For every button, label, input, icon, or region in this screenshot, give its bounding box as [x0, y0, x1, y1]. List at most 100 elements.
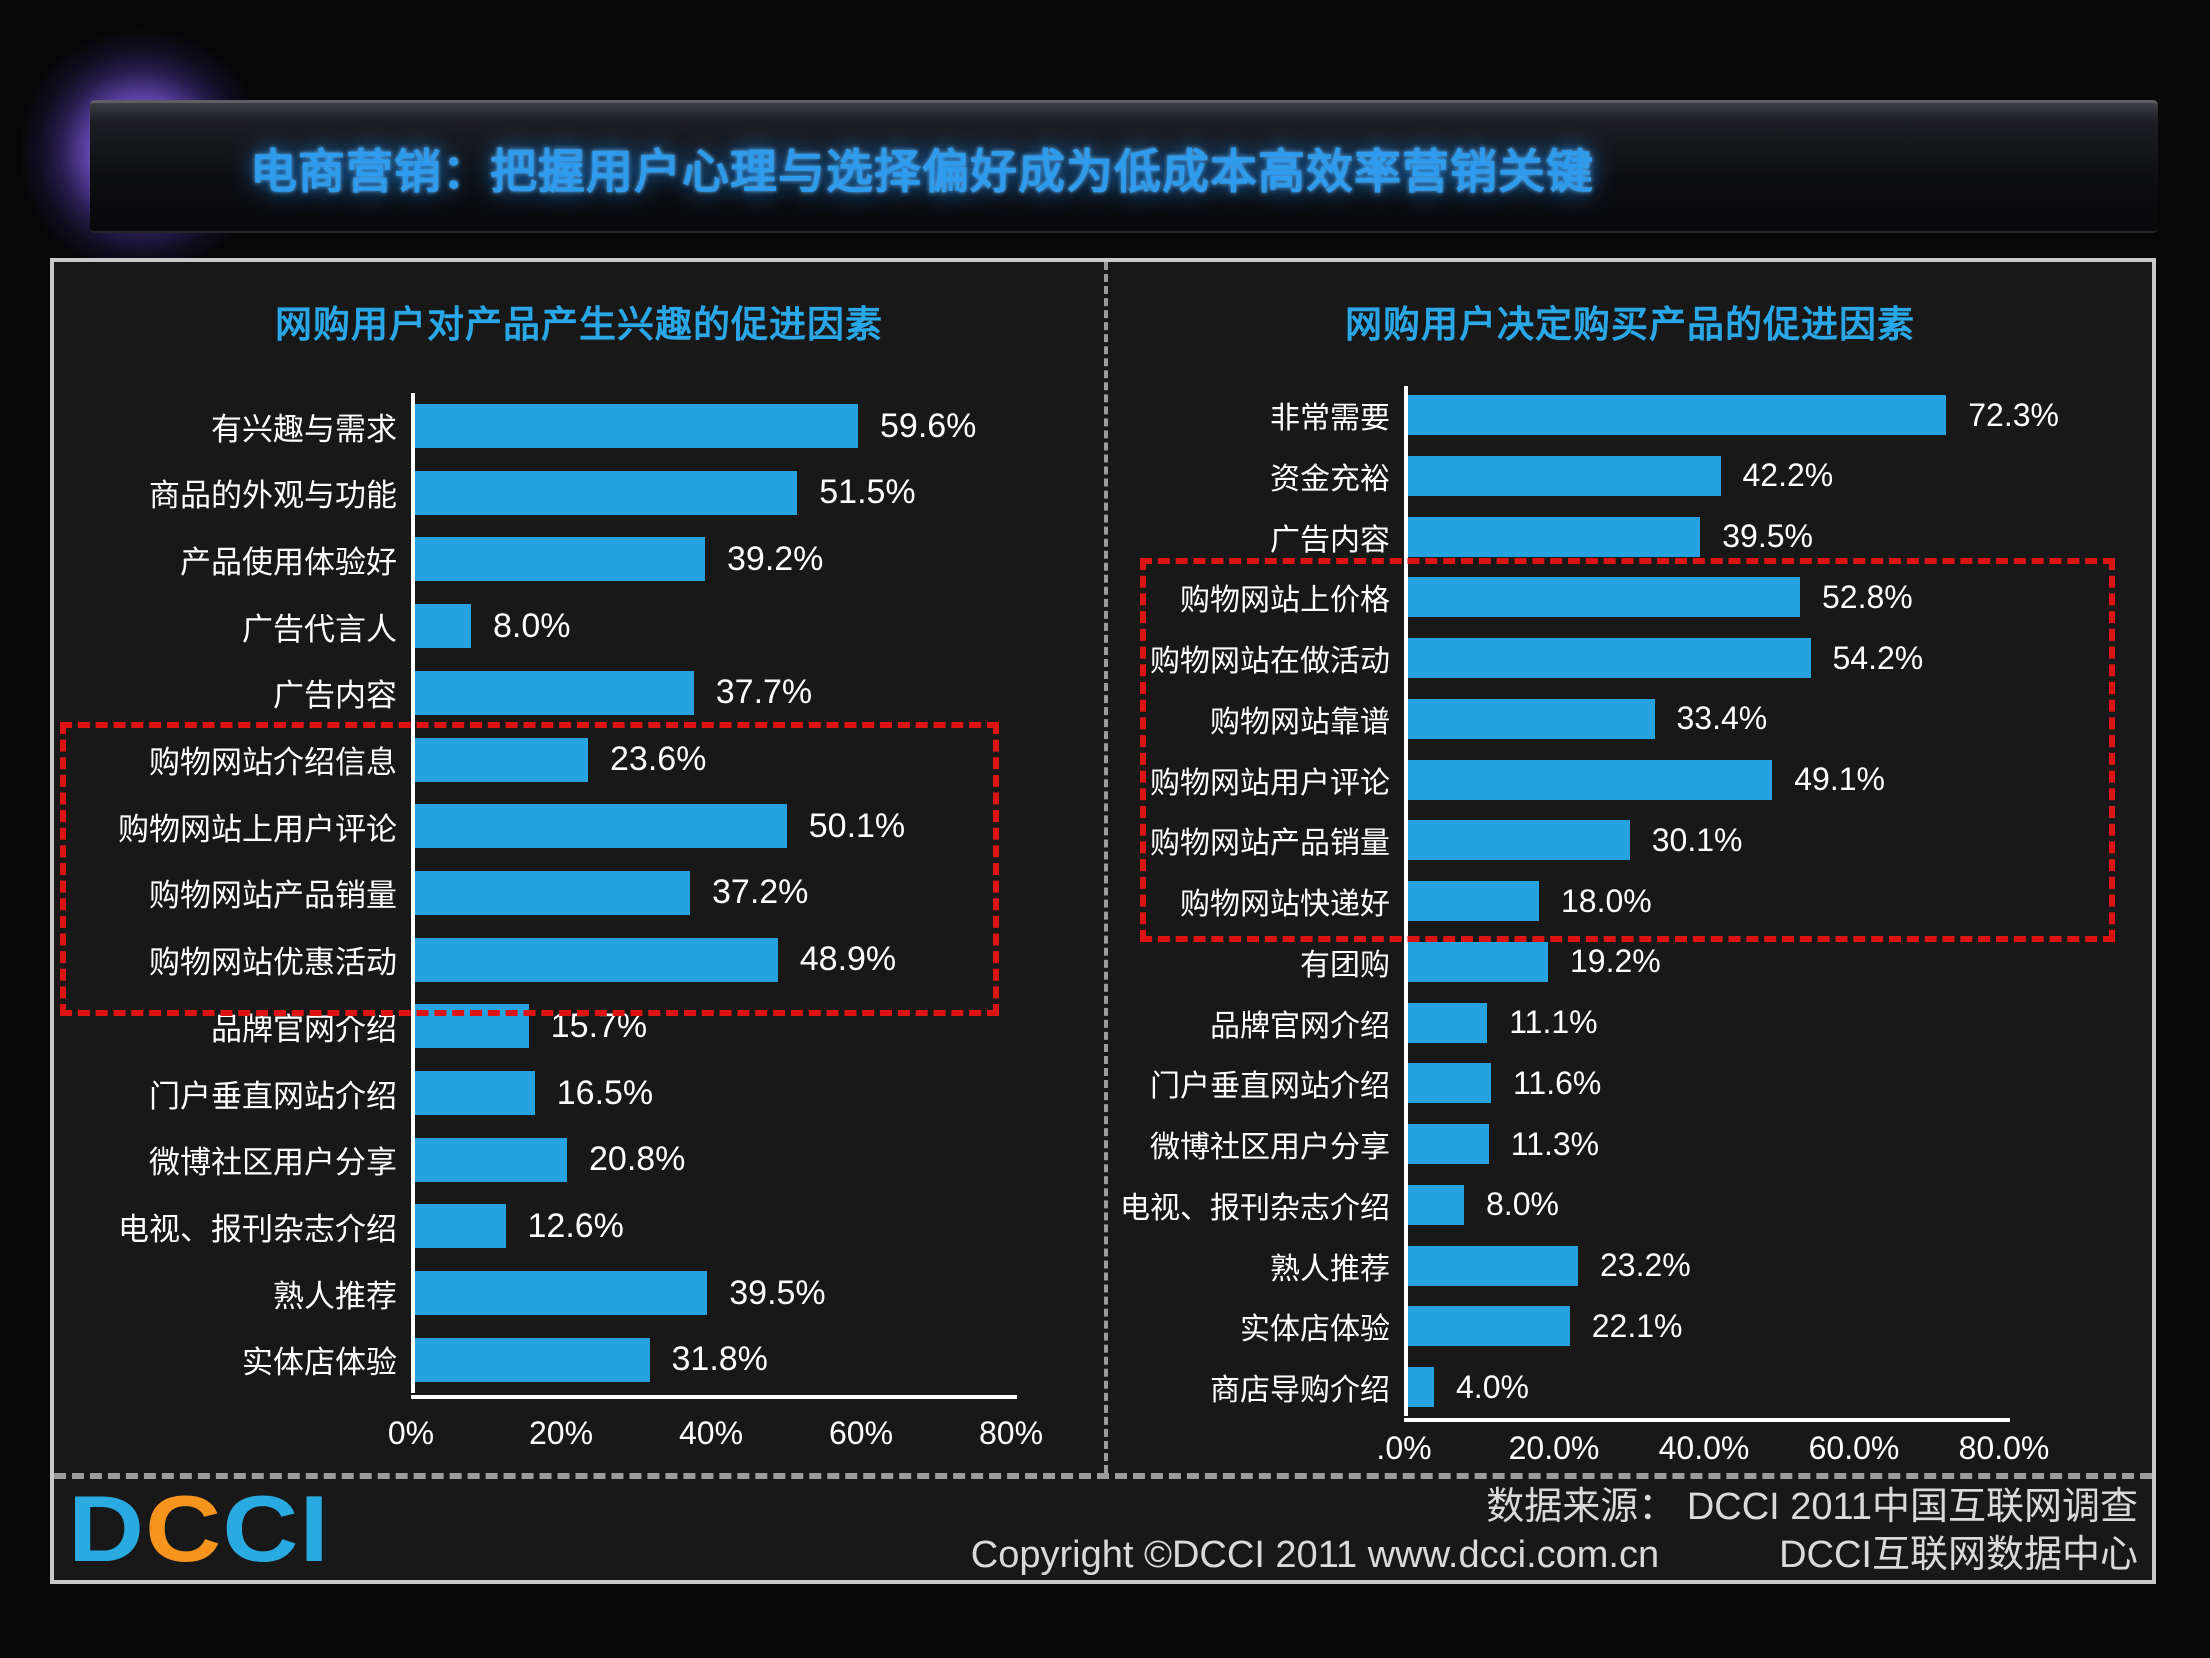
category-label: 有团购 [1300, 948, 1390, 982]
bar [411, 937, 778, 982]
bar [1404, 577, 1800, 618]
value-label: 54.2% [1832, 639, 1924, 676]
value-label: 23.2% [1600, 1247, 1691, 1283]
category-label: 熟人推荐 [273, 1278, 397, 1314]
x-tick-label: 0% [387, 1415, 435, 1451]
bar [1404, 1245, 1578, 1286]
bar [411, 1071, 535, 1116]
bar-row: 熟人推荐 23.2% [1114, 1241, 2148, 1291]
bar-track: 39.2% [411, 537, 1011, 582]
right-chart-title: 网购用户决定购买产品的促进因素 [1345, 304, 1915, 345]
value-label: 39.2% [727, 539, 824, 578]
bar-track: 11.6% [1404, 1063, 2004, 1104]
bar-track: 30.1% [1404, 820, 2004, 861]
copyright-text: Copyright ©DCCI 2011 www.dcci.com.cn [970, 1534, 1660, 1576]
left-chart-title: 网购用户对产品产生兴趣的促进因素 [275, 304, 883, 345]
bar-track: 39.5% [411, 1271, 1011, 1316]
value-label: 39.5% [1722, 518, 1813, 554]
value-label: 50.1% [808, 806, 906, 845]
left-chart-rows: 有兴趣与需求 59.6% 商品的外观与功能 51.5% 产品使用体验好 39.2% 广告代言… [66, 397, 1092, 1389]
bar-track: 72.3% [1404, 395, 2059, 435]
bar-track: 19.2% [1404, 941, 2004, 982]
bar-track: 39.5% [1404, 516, 2004, 557]
bar [1404, 638, 1811, 678]
bar-row: 广告内容 37.7% [66, 664, 1092, 722]
bar [1404, 1063, 1491, 1104]
category-label: 购物网站产品销量 [1150, 827, 1390, 861]
bar-row: 购物网站优惠活动 48.9% [66, 931, 1092, 989]
content-frame: 网购用户对产品产生兴趣的促进因素 有兴趣与需求 59.6% 商品的外观与功能 51.5… [50, 258, 2156, 1584]
value-label: 22.1% [1591, 1307, 1683, 1344]
bar-track: 59.6% [411, 404, 1011, 448]
x-tick-label: 80.0% [1958, 1430, 2050, 1466]
bar-row: 购物网站在做活动 54.2% [1114, 633, 2148, 683]
category-label: 购物网站用户评论 [1150, 766, 1390, 800]
logo-letter: C [145, 1476, 223, 1581]
value-label: 11.3% [1510, 1125, 1600, 1162]
bar-row: 产品使用体验好 39.2% [66, 530, 1092, 588]
org-text: DCCI互联网数据中心 [1779, 1534, 2138, 1576]
x-tick-label: 20% [528, 1415, 594, 1451]
category-label: 实体店体验 [1240, 1313, 1390, 1347]
category-label: 商品的外观与功能 [149, 478, 397, 514]
bar-row: 购物网站用户评论 49.1% [1114, 755, 2148, 805]
logo-letter: I [299, 1476, 330, 1581]
title-band: 电商营销：把握用户心理与选择偏好成为低成本高效率营销关键 [90, 100, 2158, 233]
bar-row: 微博社区用户分享 20.8% [66, 1131, 1092, 1189]
bar-row: 品牌官网介绍 11.1% [1114, 998, 2148, 1048]
category-label: 电视、报刊杂志介绍 [1120, 1191, 1390, 1225]
bar-row: 实体店体验 22.1% [1114, 1301, 2148, 1351]
left-y-axis-line [411, 393, 415, 1393]
value-label: 49.1% [1794, 761, 1885, 797]
value-label: 59.6% [880, 406, 977, 445]
bar-track: 16.5% [411, 1071, 1011, 1116]
value-label: 37.7% [715, 673, 813, 712]
bar [1404, 1002, 1488, 1043]
bar [411, 1337, 650, 1382]
bar-row: 实体店体验 31.8% [66, 1331, 1092, 1389]
bar-track: 11.3% [1404, 1124, 2004, 1164]
value-label: 33.4% [1676, 700, 1768, 737]
value-label: 31.8% [671, 1340, 768, 1379]
category-label: 广告内容 [1270, 523, 1390, 557]
category-label: 购物网站上用户评论 [118, 811, 397, 847]
bar-row: 购物网站上用户评论 50.1% [66, 797, 1092, 855]
value-label: 8.0% [493, 606, 571, 645]
value-label: 8.0% [1486, 1186, 1559, 1223]
category-label: 购物网站介绍信息 [149, 745, 397, 781]
bar-track: 51.5% [411, 470, 1011, 515]
value-label: 52.8% [1822, 578, 1913, 615]
highlight-box-left [60, 722, 999, 1016]
bar-track: 20.8% [411, 1137, 1011, 1182]
bar-row: 广告代言人 8.0% [66, 597, 1092, 655]
x-tick-label: 60.0% [1808, 1430, 1900, 1466]
bar [1404, 1124, 1489, 1164]
bar-track: 8.0% [1404, 1184, 2004, 1225]
bar [411, 804, 787, 849]
x-tick-label: 20.0% [1508, 1430, 1600, 1466]
bar-track: 4.0% [1404, 1367, 2004, 1407]
value-label: 51.5% [819, 473, 916, 512]
bar-row: 广告内容 39.5% [1114, 512, 2148, 562]
bar-row: 熟人推荐 39.5% [66, 1264, 1092, 1322]
bar [1404, 516, 1701, 557]
bar [1404, 395, 1947, 435]
right-x-tick-labels: .0% 20.0% 40.0% 60.0% 80.0% [1376, 1430, 2049, 1470]
value-label: 18.0% [1561, 882, 1652, 919]
category-label: 门户垂直网站介绍 [1150, 1070, 1390, 1104]
category-label: 资金充裕 [1270, 462, 1390, 496]
bar-track: 22.1% [1404, 1306, 2004, 1347]
category-label: 购物网站靠谱 [1210, 705, 1390, 739]
bar-track: 23.2% [1404, 1245, 2004, 1286]
bar-row: 购物网站上价格 52.8% [1114, 572, 2148, 622]
value-label: 11.6% [1513, 1064, 1602, 1101]
category-label: 有兴趣与需求 [211, 411, 397, 447]
category-label: 产品使用体验好 [180, 544, 397, 580]
value-label: 16.5% [556, 1073, 654, 1112]
value-label: 23.6% [610, 740, 707, 779]
bar [1404, 881, 1539, 921]
bar-row: 购物网站快递好 18.0% [1114, 876, 2148, 926]
bar-row: 电视、报刊杂志介绍 8.0% [1114, 1180, 2148, 1230]
bar-row: 门户垂直网站介绍 11.6% [1114, 1058, 2148, 1108]
bar [411, 1271, 708, 1316]
